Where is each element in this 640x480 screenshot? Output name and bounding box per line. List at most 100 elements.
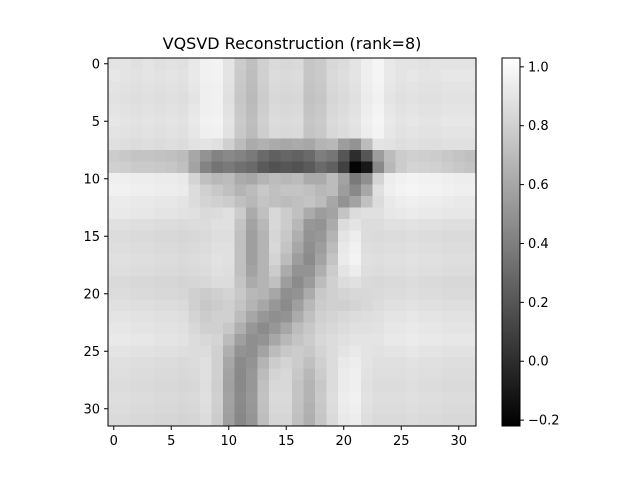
- heatmap-cell: [108, 357, 120, 369]
- heatmap-cell: [338, 288, 350, 300]
- heatmap-cell: [303, 104, 316, 116]
- heatmap-cell: [119, 311, 132, 323]
- heatmap-cell: [280, 196, 293, 208]
- heatmap-cell: [280, 253, 293, 266]
- heatmap-cell: [349, 253, 362, 266]
- heatmap-cell: [292, 138, 304, 151]
- heatmap-cell: [188, 92, 201, 105]
- heatmap-cell: [292, 92, 304, 105]
- heatmap-cell: [154, 414, 166, 427]
- heatmap-cell: [223, 104, 235, 116]
- heatmap-cell: [395, 311, 408, 323]
- heatmap-cell: [418, 414, 431, 427]
- heatmap-cell: [384, 403, 396, 415]
- heatmap-cell: [154, 391, 166, 404]
- heatmap-cell: [453, 150, 465, 162]
- heatmap-cell: [441, 81, 454, 93]
- heatmap-cell: [292, 230, 304, 243]
- heatmap-cell: [303, 58, 316, 70]
- heatmap-cell: [154, 184, 166, 197]
- heatmap-cell: [280, 265, 293, 277]
- heatmap-cell: [246, 403, 258, 415]
- colorbar-tick-label: 0.2: [528, 296, 549, 311]
- heatmap-cell: [234, 357, 247, 369]
- heatmap-cell: [119, 115, 132, 128]
- heatmap-cell: [395, 414, 408, 427]
- heatmap-cell: [119, 357, 132, 369]
- heatmap-cell: [165, 311, 178, 323]
- heatmap-cell: [188, 299, 201, 312]
- heatmap-cell: [303, 357, 316, 369]
- heatmap-cell: [211, 322, 224, 335]
- heatmap-cell: [119, 127, 132, 139]
- heatmap-cell: [234, 345, 247, 358]
- heatmap-cell: [119, 242, 132, 254]
- heatmap-cell: [395, 138, 408, 151]
- heatmap-cell: [453, 311, 465, 323]
- heatmap-cell: [361, 276, 373, 289]
- heatmap-cell: [292, 219, 304, 231]
- heatmap-cell: [280, 345, 293, 358]
- heatmap-cell: [464, 311, 477, 323]
- colorbar-tick-label: 0.8: [528, 119, 549, 134]
- heatmap-cell: [349, 322, 362, 335]
- heatmap-cell: [349, 391, 362, 404]
- heatmap-cell: [119, 196, 132, 208]
- heatmap-cell: [234, 138, 247, 151]
- heatmap-cell: [108, 288, 120, 300]
- heatmap-cell: [384, 311, 396, 323]
- heatmap-cell: [326, 357, 339, 369]
- heatmap-cell: [338, 58, 350, 70]
- heatmap-cell: [361, 253, 373, 266]
- heatmap-cell: [292, 184, 304, 197]
- heatmap-cell: [292, 299, 304, 312]
- heatmap-cell: [131, 58, 143, 70]
- heatmap-cell: [464, 150, 477, 162]
- heatmap-cell: [211, 380, 224, 392]
- heatmap-cell: [165, 403, 178, 415]
- heatmap-cell: [177, 184, 189, 197]
- heatmap-cell: [269, 58, 281, 70]
- heatmap-cell: [119, 161, 132, 174]
- heatmap-cell: [200, 276, 212, 289]
- heatmap-cell: [223, 299, 235, 312]
- heatmap-cell: [349, 184, 362, 197]
- heatmap-cell: [188, 58, 201, 70]
- heatmap-cell: [119, 150, 132, 162]
- heatmap-cell: [303, 81, 316, 93]
- heatmap-cell: [119, 414, 132, 427]
- heatmap-cell: [464, 368, 477, 381]
- heatmap-cell: [108, 345, 120, 358]
- heatmap-cell: [211, 207, 224, 220]
- heatmap-cell: [119, 265, 132, 277]
- heatmap-cell: [453, 380, 465, 392]
- heatmap-cell: [303, 345, 316, 358]
- heatmap-cell: [430, 242, 442, 254]
- heatmap-cell: [188, 81, 201, 93]
- heatmap-cell: [315, 58, 327, 70]
- heatmap-cell: [407, 288, 419, 300]
- heatmap-cell: [200, 299, 212, 312]
- heatmap-cell: [246, 265, 258, 277]
- heatmap-cell: [165, 81, 178, 93]
- heatmap-cell: [395, 92, 408, 105]
- heatmap-cell: [418, 345, 431, 358]
- heatmap-cell: [407, 403, 419, 415]
- heatmap-cell: [211, 276, 224, 289]
- heatmap-cell: [407, 230, 419, 243]
- heatmap-cell: [361, 299, 373, 312]
- heatmap-cell: [108, 184, 120, 197]
- heatmap-cell: [338, 380, 350, 392]
- heatmap-cell: [430, 69, 442, 82]
- heatmap-cell: [326, 173, 339, 185]
- heatmap-cell: [223, 403, 235, 415]
- heatmap-cell: [108, 230, 120, 243]
- y-axis: 0 5 10 15 20 25 30: [83, 57, 108, 417]
- heatmap-cell: [246, 115, 258, 128]
- heatmap-cell: [407, 196, 419, 208]
- heatmap-cell: [142, 173, 155, 185]
- heatmap-cell: [131, 391, 143, 404]
- heatmap-cell: [407, 150, 419, 162]
- heatmap-cell: [200, 138, 212, 151]
- heatmap-cell: [453, 357, 465, 369]
